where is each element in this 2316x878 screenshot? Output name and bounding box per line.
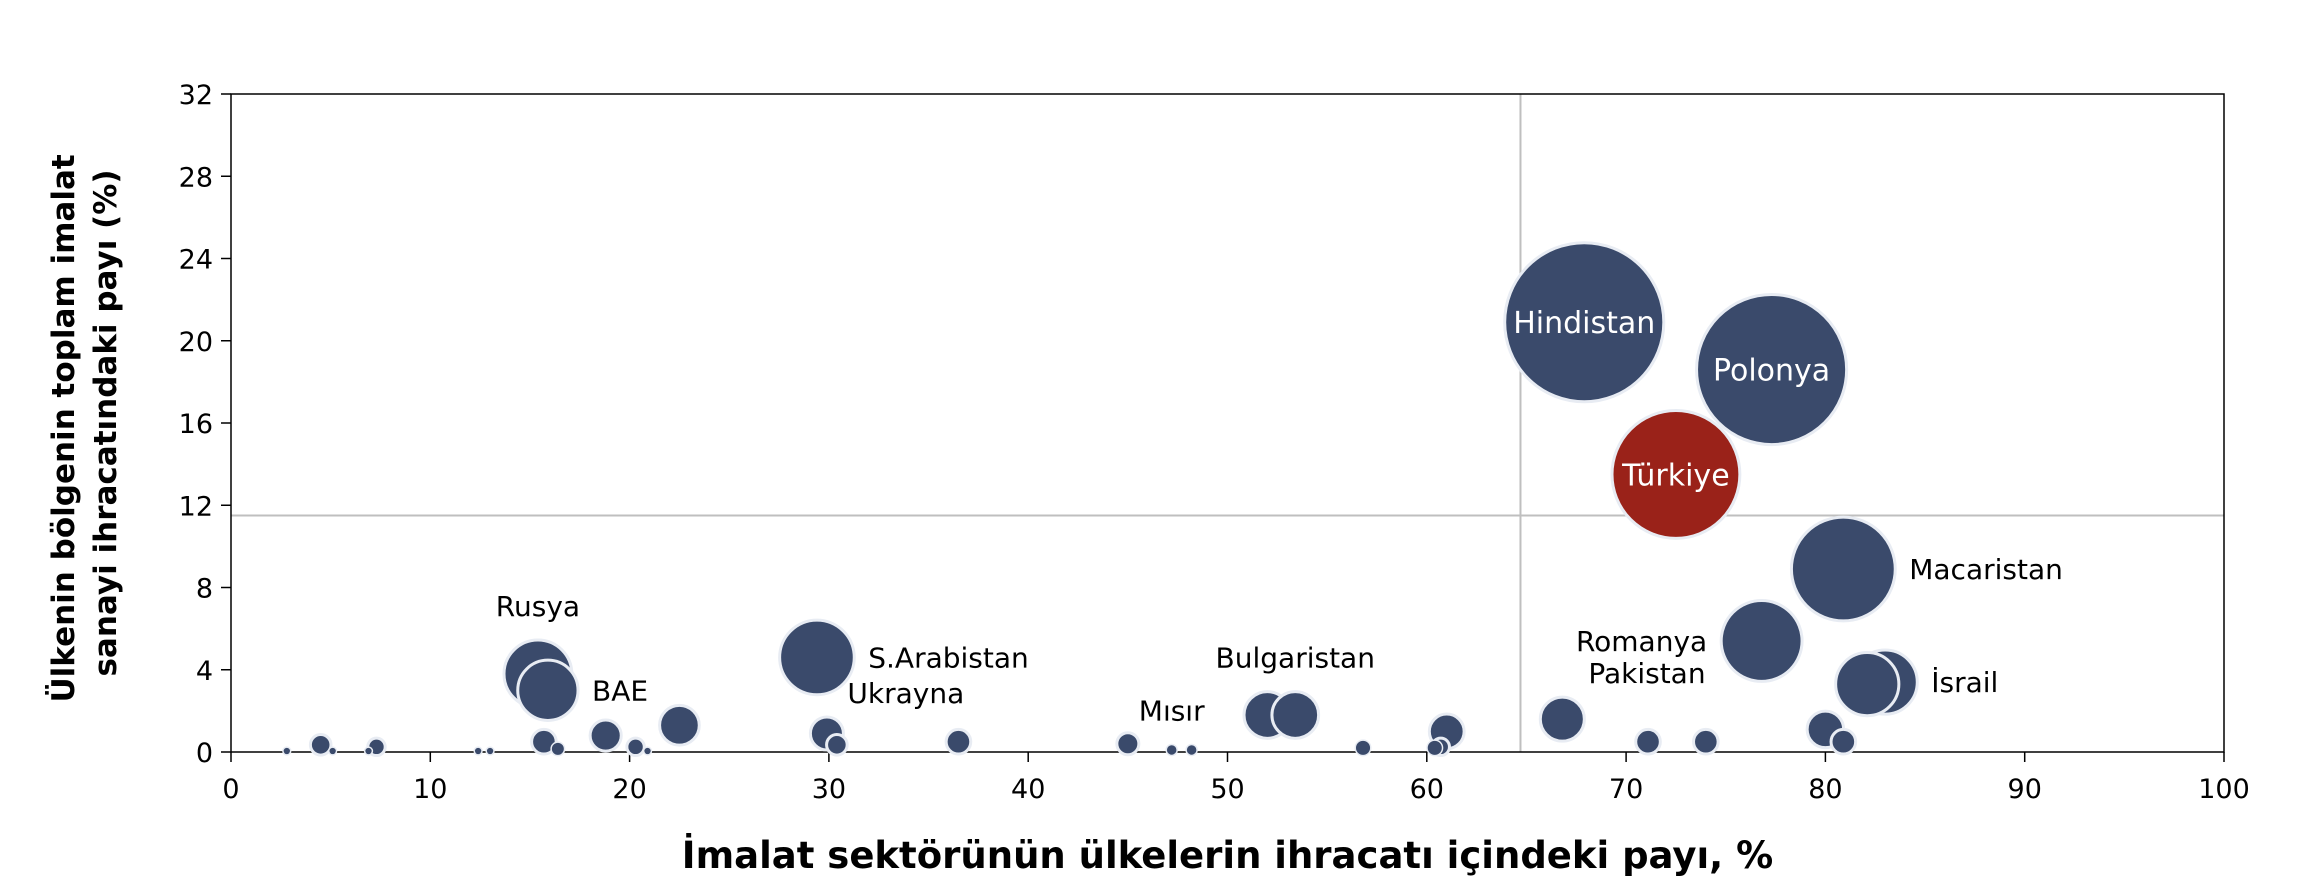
- bubble: [363, 746, 374, 756]
- bubble: [642, 746, 653, 756]
- reference-lines: [231, 94, 2224, 752]
- bubble-label: S.Arabistan: [868, 641, 1029, 674]
- bubble: [1829, 727, 1858, 756]
- x-tick-label: 60: [1410, 774, 1444, 805]
- x-tick-label: 50: [1210, 774, 1244, 805]
- bubble: [588, 718, 623, 753]
- bubble-label: Bulgaristan: [1216, 642, 1375, 675]
- y-tick-label: 4: [196, 656, 213, 687]
- bubble: [473, 746, 483, 756]
- y-tick-label: 12: [179, 491, 213, 522]
- x-tick-label: 20: [612, 774, 646, 805]
- bubble-bulgaristan: [1270, 690, 1321, 740]
- bubble: [1115, 731, 1141, 757]
- bubble: [1426, 739, 1444, 757]
- bubble-pakistan: [1538, 695, 1586, 743]
- bubble-label: Pakistan: [1588, 657, 1705, 690]
- bubble-label: Türkiye: [1621, 458, 1729, 493]
- bubble-label: Rusya: [496, 590, 580, 623]
- bubble-label: Hindistan: [1513, 306, 1655, 341]
- chart-axes: 0 10 20 30 40 50 60 70 80 90 100 0 4 8 12 16 20 24 28 32: [179, 80, 2250, 805]
- bubble-label: Mısır: [1139, 694, 1205, 727]
- bubble: [485, 746, 495, 756]
- bubble: [1354, 739, 1372, 757]
- x-tick-label: 100: [2198, 774, 2250, 805]
- bubble: [1634, 727, 1662, 756]
- bubble: [1185, 743, 1198, 757]
- bubble-label: BAE: [592, 674, 648, 707]
- bubble-label: Polonya: [1713, 354, 1830, 389]
- bubble-romanya: [1719, 599, 1804, 683]
- bubble-bae: [516, 658, 580, 722]
- y-axis-title-line-2: sanayi ihracatındaki payı (%): [88, 169, 124, 676]
- bubble: [825, 733, 849, 757]
- y-axis-title: Ülkenin bölgenin toplam imalat sanayi ih…: [45, 143, 124, 702]
- x-tick-label: 10: [413, 774, 447, 805]
- bubble: [625, 736, 646, 758]
- bubble-mısır: [1165, 743, 1178, 757]
- bubble-türkiye: [1610, 408, 1742, 540]
- bubble: [550, 741, 566, 757]
- bubble: [308, 733, 333, 757]
- bubble-s-arabistan: [778, 618, 856, 697]
- y-tick-label: 20: [179, 327, 213, 358]
- x-tick-label: 40: [1011, 774, 1045, 805]
- bubble: [1834, 651, 1901, 718]
- bubble-polonya: [1695, 292, 1849, 447]
- bubble-macaristan: [1789, 515, 1897, 623]
- x-tick-label: 70: [1609, 774, 1643, 805]
- x-tick-label: 30: [812, 774, 846, 805]
- bubble: [328, 746, 338, 756]
- y-tick-label: 28: [179, 162, 213, 193]
- y-tick-label: 8: [196, 574, 213, 605]
- bubble-label: Ukrayna: [847, 677, 964, 710]
- y-tick-label: 16: [179, 409, 213, 440]
- bubble-hindistan: [1503, 241, 1666, 404]
- y-tick-label: 0: [196, 738, 213, 769]
- bubble-series: [282, 241, 1919, 758]
- bubble: [658, 703, 701, 747]
- x-tick-label: 0: [222, 774, 239, 805]
- x-axis-title: İmalat sektörünün ülkelerin ihracatı içi…: [682, 833, 1773, 877]
- y-tick-label: 32: [179, 80, 213, 111]
- bubble-label: İsrail: [1931, 666, 1998, 699]
- bubble: [1692, 727, 1720, 756]
- bubble-label: Romanya: [1576, 625, 1707, 658]
- bubble: [282, 746, 292, 756]
- bubble-labels: Hindistan Polonya Türkiye Macaristan Romanya…: [496, 306, 2063, 727]
- x-tick-label: 80: [1808, 774, 1842, 805]
- y-tick-label: 24: [179, 245, 213, 276]
- y-axis-title-line-1: Ülkenin bölgenin toplam imalat: [45, 154, 82, 702]
- bubble: [944, 727, 973, 756]
- bubble-label: Macaristan: [1909, 553, 2063, 586]
- x-tick-label: 90: [2008, 774, 2042, 805]
